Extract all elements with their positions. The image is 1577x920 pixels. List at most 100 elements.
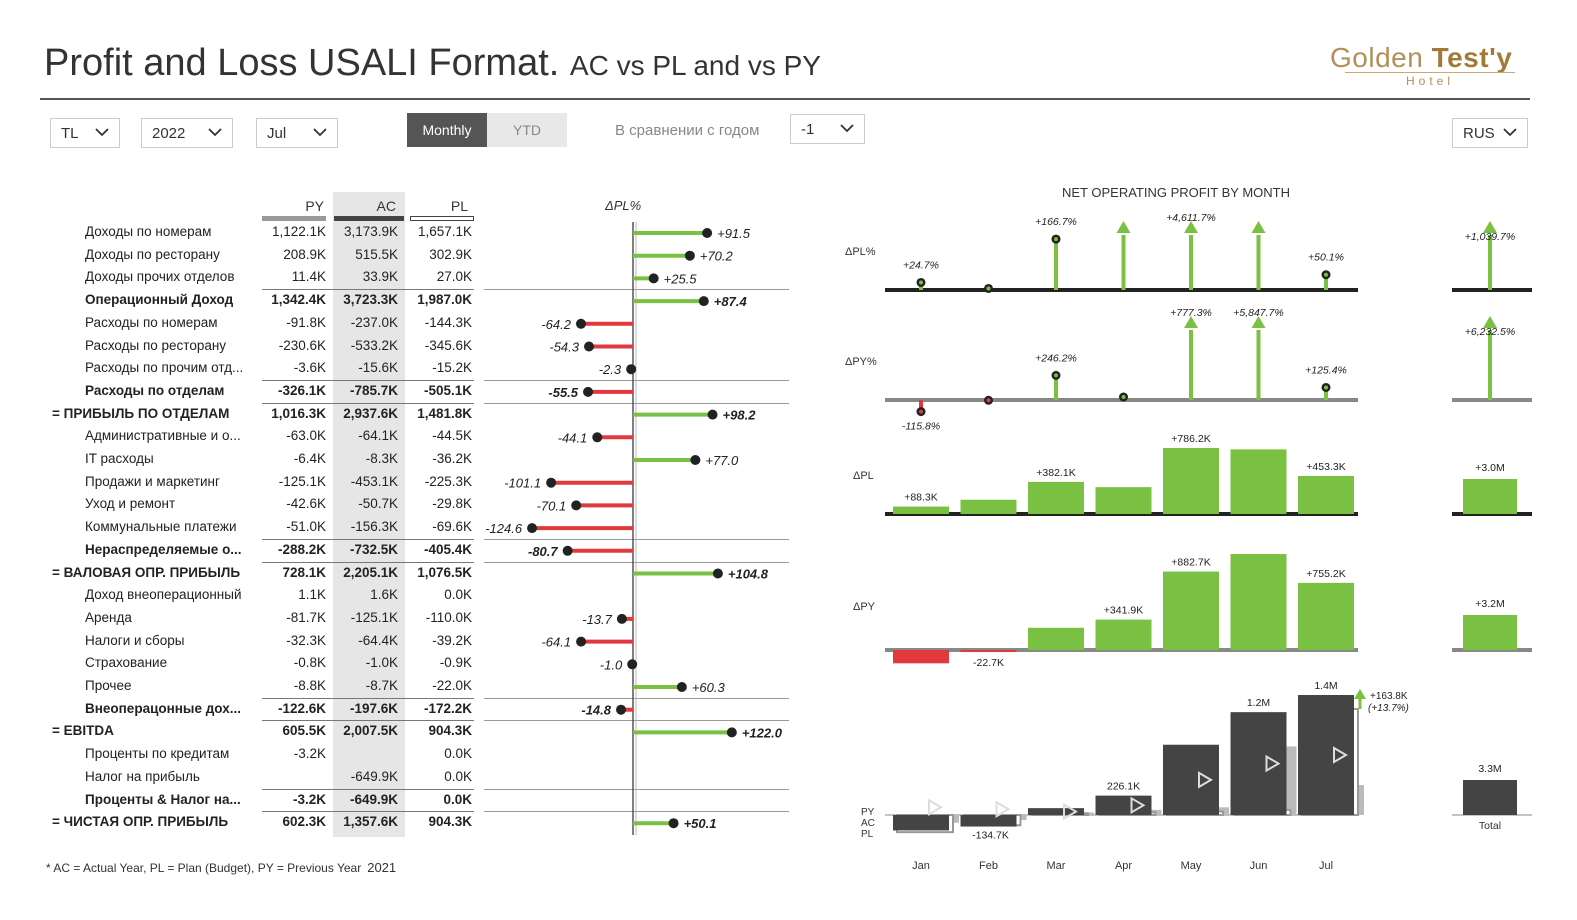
logo-main-text: Golden bbox=[1330, 42, 1432, 73]
entity-value: TL bbox=[61, 125, 79, 142]
table-cell-ac: -64.4K bbox=[358, 632, 398, 648]
delta-label: +104.8 bbox=[728, 567, 769, 582]
pl-marker-icon bbox=[1265, 754, 1281, 773]
row-label: ΔPL bbox=[853, 470, 874, 482]
series-label: PL bbox=[861, 829, 874, 840]
table-cell-py: -81.7K bbox=[286, 609, 326, 625]
variance-bar bbox=[1095, 619, 1152, 650]
table-cell-ac: -1.0K bbox=[365, 655, 398, 671]
table-cell-ac: 3,723.3K bbox=[343, 292, 398, 308]
monthly-button[interactable]: Monthly bbox=[407, 113, 487, 147]
table-cell-ac: -125.1K bbox=[350, 609, 398, 625]
ytd-button[interactable]: YTD bbox=[487, 113, 567, 147]
table-row-label: Операционный Доход bbox=[85, 292, 234, 308]
overflow-arrow bbox=[1116, 221, 1131, 233]
table-cell-pl: -29.8K bbox=[432, 496, 472, 512]
variance-bar bbox=[1163, 571, 1219, 650]
table-row-label: Административные и о... bbox=[85, 428, 241, 444]
page-subtitle: AC vs PL and vs PY bbox=[569, 50, 821, 81]
footnote-year: 2021 bbox=[367, 860, 397, 875]
table-row-label: Расходы по прочим отд... bbox=[85, 360, 244, 376]
row-label: ΔPL% bbox=[845, 246, 876, 258]
table-cell-py: 208.9K bbox=[283, 246, 326, 262]
table-cell-ac: -533.2K bbox=[350, 337, 398, 353]
total-label: 3.3M bbox=[1478, 763, 1501, 775]
table-row-label: Проценты & Налог на... bbox=[85, 791, 241, 807]
compare-year-dropdown[interactable]: -1 bbox=[790, 114, 865, 144]
table-cell-py: -3.2K bbox=[292, 791, 326, 807]
delta-dot bbox=[690, 455, 701, 465]
delta-label: +25.5 bbox=[664, 271, 698, 286]
overflow-arrow bbox=[1184, 221, 1198, 233]
language-value: RUS bbox=[1463, 125, 1495, 142]
delta-dot bbox=[648, 273, 659, 284]
bar-label: -22.7K bbox=[973, 657, 1004, 669]
table-cell-ac: -8.7K bbox=[365, 678, 398, 693]
delta-label: +98.2 bbox=[723, 408, 757, 423]
total-bar bbox=[1463, 615, 1517, 650]
month-label: +24.7% bbox=[903, 259, 939, 271]
delta-dot bbox=[571, 500, 582, 511]
table-cell-py: -3.6K bbox=[293, 360, 326, 376]
table-cell-py: -6.4K bbox=[293, 451, 326, 466]
subtotal-divider bbox=[262, 697, 474, 699]
delta-dot bbox=[676, 682, 687, 692]
month-axis-label: Mar bbox=[1047, 860, 1066, 872]
delta-label: -80.7 bbox=[528, 544, 558, 559]
delta-dot bbox=[616, 704, 627, 715]
delta-dot bbox=[546, 477, 557, 488]
variance-bar bbox=[1298, 475, 1354, 514]
delta-dot bbox=[698, 296, 709, 307]
overflow-arrow bbox=[1184, 316, 1198, 328]
subtotal-divider bbox=[262, 379, 474, 381]
subtotal-divider bbox=[262, 402, 474, 404]
table-cell-py: -0.8K bbox=[293, 655, 326, 671]
delta-dot bbox=[627, 659, 638, 670]
table-cell-pl: -505.1K bbox=[423, 382, 472, 398]
table-row-label: Расходы по ресторану bbox=[85, 337, 227, 353]
table-cell-ac: 2,007.5K bbox=[343, 723, 398, 739]
subtotal-divider bbox=[262, 289, 474, 291]
hotel-logo: Golden Test'y bbox=[1330, 42, 1530, 92]
pl-marker-icon bbox=[1198, 771, 1213, 789]
year-value: 2022 bbox=[152, 125, 186, 142]
month-value: Jul bbox=[267, 125, 287, 142]
delta-dot bbox=[592, 432, 603, 443]
table-cell-pl: 1,076.5K bbox=[417, 564, 472, 580]
variance-bar bbox=[893, 506, 949, 514]
table-cell-pl: 0.0K bbox=[443, 791, 472, 807]
entity-dropdown[interactable]: TL bbox=[50, 118, 120, 148]
delta-label: -70.1 bbox=[537, 498, 567, 513]
total-arrow bbox=[1483, 221, 1497, 233]
total-label: +3.2M bbox=[1475, 598, 1504, 610]
table-cell-ac: -785.7K bbox=[349, 382, 398, 398]
variance-pct-label: (+13.7%) bbox=[1368, 703, 1409, 714]
delta-label: -64.2 bbox=[541, 317, 571, 332]
bar-label: +88.3K bbox=[904, 492, 938, 504]
delta-label: -124.6 bbox=[485, 521, 523, 536]
table-cell-ac: -50.7K bbox=[358, 496, 398, 512]
table-cell-pl: -39.2K bbox=[432, 632, 472, 648]
chevron-down-icon bbox=[840, 124, 854, 133]
year-dropdown[interactable]: 2022 bbox=[141, 118, 233, 148]
language-dropdown[interactable]: RUS bbox=[1452, 118, 1528, 148]
column-header-ac: AC bbox=[376, 198, 396, 214]
bar-label: +382.1K bbox=[1036, 467, 1075, 479]
table-cell-ac: -197.6K bbox=[349, 700, 398, 716]
variance-bar bbox=[1095, 487, 1152, 514]
table-cell-pl: 0.0K bbox=[444, 768, 472, 784]
month-dropdown[interactable]: Jul bbox=[256, 118, 338, 148]
ac-bar bbox=[893, 815, 949, 831]
month-label: +125.4% bbox=[1305, 364, 1347, 376]
table-cell-pl: 1,657.1K bbox=[417, 224, 472, 239]
table-row-label: Расходы по номерам bbox=[85, 314, 218, 330]
month-dot-inner bbox=[1121, 395, 1126, 399]
delta-label: +77.0 bbox=[705, 453, 739, 468]
table-cell-pl: 1,481.8K bbox=[417, 405, 472, 421]
bar-label: +755.2K bbox=[1306, 568, 1345, 580]
ac-bar bbox=[1095, 795, 1152, 815]
delta-label: +122.0 bbox=[742, 725, 783, 740]
table-cell-pl: -69.6K bbox=[432, 519, 472, 535]
table-cell-pl: 0.0K bbox=[444, 587, 472, 603]
month-axis-label: Feb bbox=[979, 860, 998, 872]
